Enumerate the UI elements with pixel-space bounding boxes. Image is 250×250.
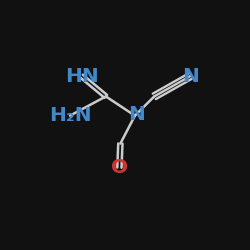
Text: HN: HN <box>65 67 98 86</box>
Text: H₂N: H₂N <box>49 106 91 125</box>
Text: O: O <box>111 158 128 177</box>
Text: N: N <box>128 105 145 124</box>
Text: N: N <box>182 67 198 86</box>
